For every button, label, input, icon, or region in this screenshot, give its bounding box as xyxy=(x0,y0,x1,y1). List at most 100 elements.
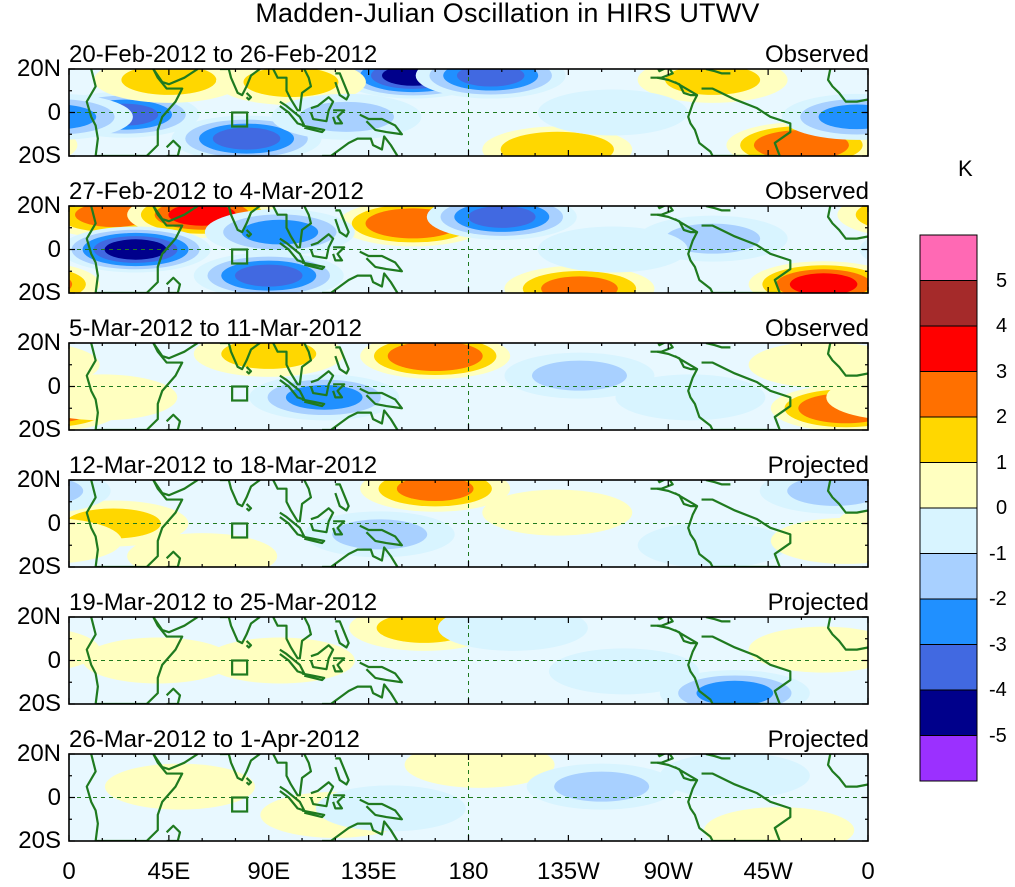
anomaly-contour xyxy=(518,137,596,156)
anomaly-contour xyxy=(789,273,858,293)
coastline-centralam xyxy=(656,487,699,508)
coastline-java xyxy=(301,124,326,134)
map-panel xyxy=(0,753,869,842)
coastline-newguinea xyxy=(359,387,404,410)
coastline-africa xyxy=(85,343,184,430)
panel-period: 12-Mar-2012 to 18-Mar-2012 xyxy=(69,452,378,479)
latitude-tick: 20S xyxy=(18,553,61,580)
anomaly-contour xyxy=(69,382,150,413)
coastline-centralam xyxy=(656,76,699,97)
anomaly-contour xyxy=(482,489,633,536)
coastline-samerica xyxy=(687,635,792,704)
coastline-caribbean xyxy=(705,343,731,349)
colorbar-tick-label: -4 xyxy=(989,679,1007,701)
anomaly-contour xyxy=(855,206,868,226)
coastline-australia xyxy=(322,546,399,567)
latitude-tick: 20N xyxy=(16,466,61,493)
longitude-tick: 135W xyxy=(537,858,600,885)
coastline-madagascar xyxy=(165,824,182,841)
coastline-mexico xyxy=(632,754,674,764)
anomaly-contour xyxy=(537,226,688,273)
coastline-newguinea xyxy=(359,113,404,136)
longitude-tick: 180 xyxy=(448,858,489,885)
anomaly-contour xyxy=(235,264,303,287)
anomaly-contour xyxy=(241,219,319,245)
anomaly-contour xyxy=(967,204,1015,226)
colorbar-tick-label: 5 xyxy=(996,269,1008,292)
map-panel xyxy=(68,479,869,568)
coastline-africa xyxy=(85,480,184,567)
coastline-philippines xyxy=(334,346,350,375)
longitude-tick: 45W xyxy=(743,858,793,885)
colorbar-tick-label: -2 xyxy=(989,588,1007,610)
coastline-sulawesi xyxy=(332,794,346,810)
coastline-samerica xyxy=(687,87,792,156)
anomaly-contour xyxy=(554,771,650,802)
coastline-caribbean xyxy=(705,617,731,623)
coastline-mexico xyxy=(632,480,674,490)
anomaly-contour xyxy=(893,236,977,263)
panel-period: 19-Mar-2012 to 25-Mar-2012 xyxy=(69,589,378,616)
coastline-caribbean xyxy=(705,206,731,212)
anomaly-contour xyxy=(665,69,761,95)
coastline-arabia xyxy=(152,617,199,634)
anomaly-contour xyxy=(332,519,428,550)
latitude-tick: 20N xyxy=(16,329,61,356)
coastline-australia xyxy=(322,409,399,430)
longitude-tick: 135E xyxy=(340,858,397,885)
latitude-tick: 0 xyxy=(47,509,61,537)
coastline-newguinea xyxy=(359,661,404,684)
anomaly-contour xyxy=(285,385,363,410)
coastline-borneo xyxy=(309,644,335,671)
coastline-wafrica xyxy=(826,69,868,103)
anomaly-contour xyxy=(893,57,1015,103)
anomaly-contour xyxy=(971,116,1015,162)
coastline-arabia xyxy=(152,754,199,771)
coastline-wafrica xyxy=(826,480,868,514)
coastline-philippines xyxy=(334,209,350,238)
colorbar-tick-label: 2 xyxy=(996,406,1008,428)
anomaly-contour xyxy=(862,106,868,123)
coastline-madagascar xyxy=(165,139,182,156)
coastline-madagascar xyxy=(165,687,182,704)
anomaly-contour xyxy=(1007,257,1015,295)
figure-title: Madden-Julian Oscillation in HIRS UTWV xyxy=(255,0,760,28)
coastline-india xyxy=(219,617,261,645)
coastline-arabia xyxy=(152,69,199,86)
anomaly-contour xyxy=(904,239,966,259)
anomaly-contour xyxy=(787,480,868,506)
coastline-samerica xyxy=(687,224,792,293)
coastline-africa xyxy=(85,69,184,156)
coastline-wafrica xyxy=(826,617,868,651)
longitude-tick: 90E xyxy=(247,858,291,885)
coastline-seasia xyxy=(272,617,313,660)
latitude-tick: 0 xyxy=(47,235,61,263)
anomaly-contour xyxy=(659,754,810,799)
anomaly-contour xyxy=(456,69,525,87)
coastline-caribbean xyxy=(705,754,731,760)
coastline-philippines xyxy=(334,483,350,512)
coastline-wafrica xyxy=(826,206,868,240)
coastline-madagascar xyxy=(165,276,182,293)
coastline-philippines xyxy=(334,757,350,786)
anomaly-contour xyxy=(548,648,699,695)
anomaly-contour xyxy=(859,238,868,261)
anomaly-contour xyxy=(940,196,1015,234)
anomaly-contour xyxy=(818,104,868,130)
coastline-centralam xyxy=(656,350,699,371)
coastline-newguinea xyxy=(359,524,404,547)
map-panel xyxy=(68,196,1015,295)
coastline-caribbean xyxy=(705,69,731,75)
coastline-mexico xyxy=(632,617,674,627)
anomaly-contour xyxy=(437,617,588,651)
anomaly-contour xyxy=(0,670,11,716)
anomaly-contour xyxy=(998,124,1015,154)
longitude-tick: 45E xyxy=(147,858,191,885)
coastline-madagascar xyxy=(165,413,182,430)
coastline-borneo xyxy=(309,96,335,123)
coastline-borneo xyxy=(309,781,335,808)
anomaly-contour xyxy=(0,753,11,799)
coastline-india xyxy=(219,343,261,371)
